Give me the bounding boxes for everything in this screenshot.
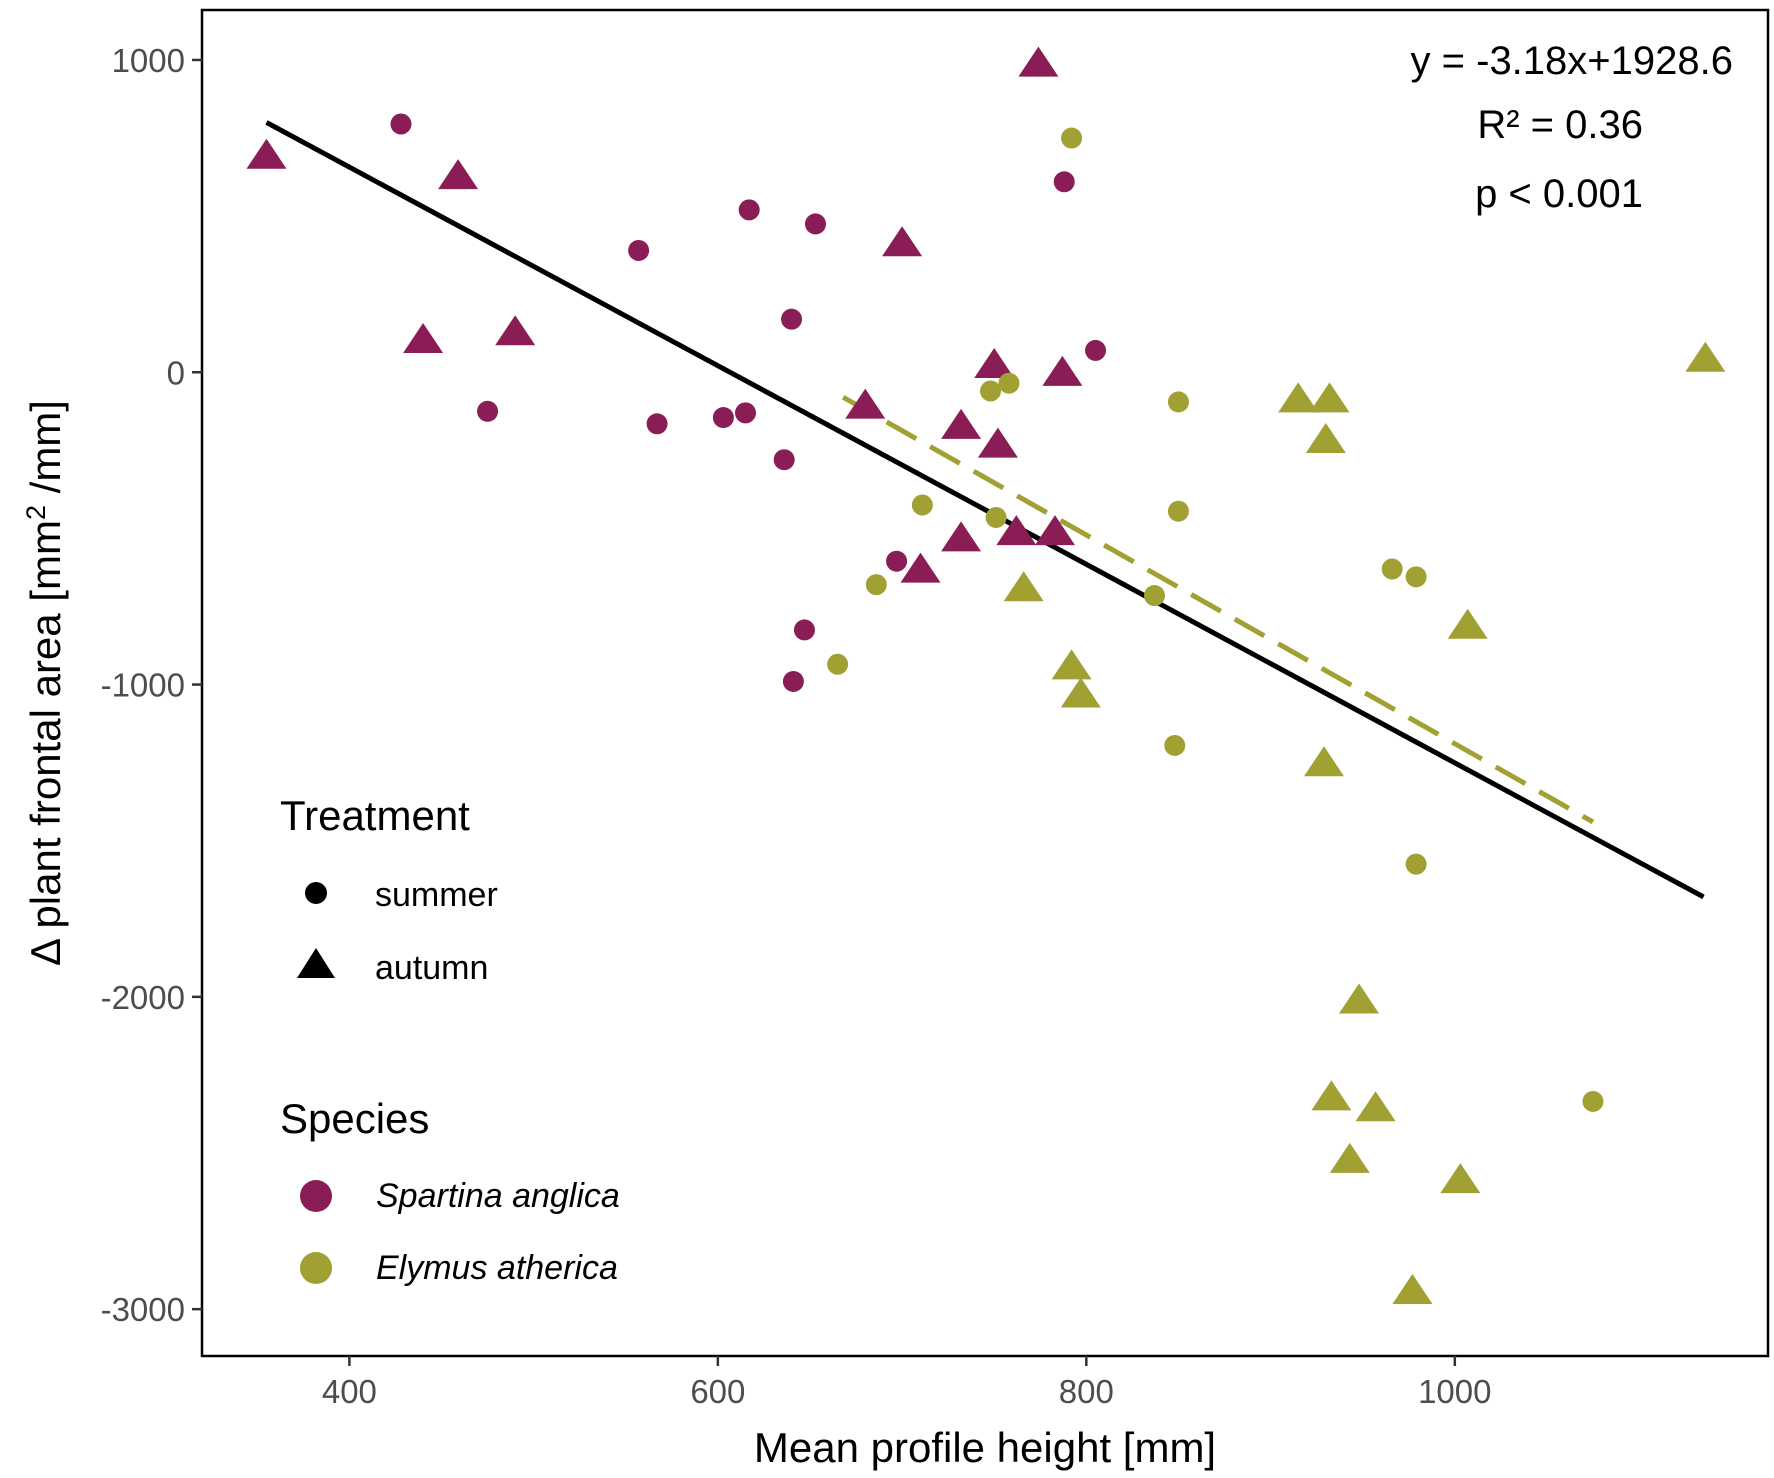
y-tick-label: -1000	[101, 667, 185, 704]
regression-equation: y = -3.18x+1928.6	[1411, 39, 1733, 83]
spartina-summer-point	[781, 308, 803, 330]
spartina-summer-point	[793, 619, 815, 641]
elymus-autumn-point	[1303, 746, 1344, 777]
r-squared-label: R² = 0.36	[1477, 103, 1643, 147]
elymus-summer-point	[911, 494, 933, 516]
elymus-autumn-point	[1051, 649, 1092, 680]
elymus-summer-point	[1405, 566, 1427, 588]
elymus-summer-point	[1167, 500, 1189, 522]
legend-spartina-circle-icon	[300, 1180, 332, 1212]
legend-summer-label: summer	[375, 876, 498, 914]
elymus-summer-point	[1164, 734, 1186, 756]
spartina-summer-point	[782, 670, 804, 692]
spartina-autumn-point	[495, 315, 536, 346]
elymus-summer-point	[865, 574, 887, 596]
x-tick-label: 1000	[1418, 1373, 1491, 1410]
spartina-autumn-point	[438, 159, 479, 190]
spartina-autumn-point	[403, 323, 444, 354]
y-tick-label: -2000	[101, 979, 185, 1016]
spartina-autumn-point	[974, 348, 1015, 379]
x-axis-title: Mean profile height [mm]	[754, 1424, 1216, 1471]
spartina-summer-point	[712, 407, 734, 429]
spartina-autumn-point	[845, 388, 886, 419]
x-tick-label: 400	[322, 1373, 377, 1410]
legend-elymus-circle-icon	[300, 1252, 332, 1284]
spartina-summer-point	[390, 113, 412, 135]
overall-regression-line	[265, 120, 1705, 900]
regression-lines	[265, 120, 1705, 900]
spartina-summer-point	[738, 199, 760, 221]
spartina-summer-point	[1085, 339, 1107, 361]
spartina-autumn-point	[1042, 355, 1083, 386]
elymus-summer-point	[998, 372, 1020, 394]
elymus-summer-point	[1381, 558, 1403, 580]
elymus-autumn-point	[1003, 571, 1044, 602]
elymus-summer-point	[980, 380, 1002, 402]
elymus-summer-point	[1061, 127, 1083, 149]
spartina-autumn-point	[900, 552, 941, 583]
elymus-autumn-point	[1685, 341, 1726, 372]
y-axis-title-superscript: 2	[21, 505, 51, 520]
elymus-summer-point	[827, 653, 849, 675]
elymus-autumn-point	[1338, 983, 1379, 1014]
x-tick-label: 800	[1059, 1373, 1114, 1410]
spartina-autumn-point	[941, 521, 982, 552]
elymus-summer-point	[1582, 1090, 1604, 1112]
y-axis-title: Δ plant frontal area [mm2 /mm]	[21, 400, 69, 966]
elymus-summer-point	[985, 506, 1007, 528]
elymus-summer-point	[1167, 391, 1189, 413]
elymus-regression-line	[841, 395, 1595, 825]
legend-spartina-label: Spartina anglica	[376, 1177, 620, 1215]
legend-species-title: Species	[280, 1095, 429, 1142]
elymus-autumn-point	[1440, 1163, 1481, 1194]
spartina-autumn-point	[996, 515, 1037, 546]
spartina-autumn-point	[941, 408, 982, 439]
legend-summer-circle-icon	[305, 882, 327, 904]
elymus-summer-point	[1143, 585, 1165, 607]
spartina-autumn-point	[882, 226, 923, 257]
spartina-summer-point	[773, 449, 795, 471]
elymus-autumn-point	[1305, 422, 1346, 453]
spartina-autumn-point	[1018, 46, 1059, 77]
elymus-summer-point	[1405, 853, 1427, 875]
spartina-summer-point	[646, 413, 668, 435]
legend-autumn-triangle-icon	[297, 948, 335, 978]
spartina-summer-point	[734, 402, 756, 424]
y-axis-title-main: Δ plant frontal area [mm	[22, 520, 69, 966]
legend-species: Species Spartina anglica Elymus atherica	[280, 1095, 620, 1287]
elymus-autumn-point	[1060, 677, 1101, 708]
spartina-autumn-point	[977, 427, 1018, 458]
axis-ticks: 400 600 800 1000 1000 0 -1000 -2000 -3000	[101, 42, 1492, 1410]
spartina-autumn-point	[246, 138, 287, 169]
legend-treatment-title: Treatment	[280, 792, 470, 839]
y-tick-label: 1000	[112, 42, 185, 79]
elymus-autumn-point	[1329, 1142, 1370, 1173]
elymus-autumn-point	[1447, 608, 1488, 639]
spartina-summer-point	[628, 239, 650, 261]
y-tick-label: -3000	[101, 1291, 185, 1328]
plot-panel-border	[200, 8, 1770, 1358]
legend-elymus-label: Elymus atherica	[376, 1249, 618, 1287]
spartina-summer-point	[1053, 171, 1075, 193]
elymus-autumn-point	[1355, 1091, 1396, 1122]
spartina-summer-point	[477, 400, 499, 422]
spartina-autumn-point	[1035, 515, 1076, 546]
legend-treatment: Treatment summer autumn	[280, 792, 498, 987]
elymus-autumn-point	[1278, 382, 1319, 413]
spartina-summer-point	[886, 550, 908, 572]
p-value-label: p < 0.001	[1475, 172, 1643, 216]
x-tick-label: 600	[690, 1373, 745, 1410]
legend-autumn-label: autumn	[375, 949, 488, 987]
y-axis-title-unit: /mm]	[22, 400, 69, 505]
spartina-summer-point	[805, 213, 827, 235]
data-points	[246, 46, 1726, 1304]
elymus-autumn-point	[1311, 1080, 1352, 1111]
y-tick-label: 0	[167, 354, 185, 391]
elymus-autumn-point	[1309, 382, 1350, 413]
elymus-autumn-point	[1392, 1273, 1433, 1304]
